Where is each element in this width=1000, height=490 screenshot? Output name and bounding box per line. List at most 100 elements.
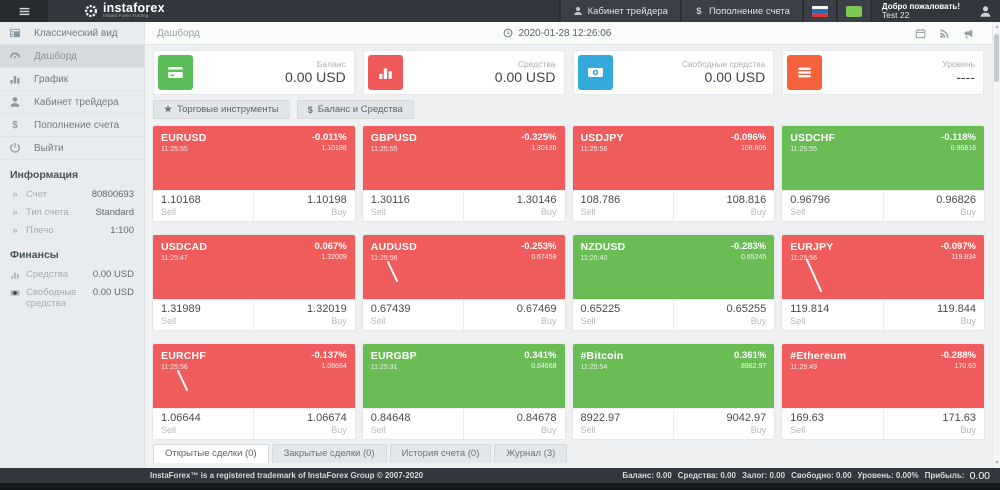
- buy-button[interactable]: 0.84678 Buy: [464, 409, 564, 439]
- sell-label: Sell: [370, 424, 386, 435]
- instrument-quote-header[interactable]: NZDUSD 11:25:40 -0.283% 0.65245: [572, 235, 775, 299]
- footer: InstaForex™ is a registered trademark of…: [0, 468, 1000, 490]
- scroll-up-arrow-icon[interactable]: ▲: [994, 24, 1000, 30]
- instrument-quote-header[interactable]: EURCHF 11:25:56 -0.137% 1.06664: [153, 344, 355, 408]
- sell-price: 0.67439: [370, 303, 411, 315]
- stat-label: Баланс: [316, 59, 346, 69]
- instrument-quote-header[interactable]: #Ethereum 11:25:49 -0.288% 170.63: [782, 344, 984, 408]
- sell-button[interactable]: 0.65225 Sell: [573, 300, 674, 330]
- instrument-quote-header[interactable]: EURGBP 11:25:31 0.341% 0.84668: [362, 344, 565, 408]
- instrument-symbol: USDCHF: [790, 132, 836, 144]
- instrument-symbol: GBPUSD: [370, 132, 417, 144]
- money-icon: [10, 288, 20, 298]
- trading-instruments-button[interactable]: ★ Торговые инструменты: [153, 100, 290, 119]
- sidebar-item-trader-cabinet[interactable]: Кабинет трейдера: [0, 91, 144, 114]
- sell-button[interactable]: 1.31989 Sell: [153, 300, 255, 330]
- instrument-symbol: #Ethereum: [790, 350, 847, 362]
- secondary-flag-button[interactable]: [835, 0, 870, 22]
- rss-icon[interactable]: [939, 28, 950, 39]
- buy-button[interactable]: 1.10198 Buy: [254, 191, 354, 221]
- header-menu-trader-cabinet[interactable]: Кабинет трейдера: [558, 0, 680, 22]
- sell-button[interactable]: 119.814 Sell: [782, 300, 884, 330]
- tab-closed-trades[interactable]: Закрытые сделки (0): [271, 444, 387, 463]
- instrument-symbol: EURUSD: [161, 132, 207, 144]
- sidebar-item-label: Выйти: [34, 142, 64, 154]
- sell-button[interactable]: 0.67439 Sell: [363, 300, 465, 330]
- sell-button[interactable]: 0.96796 Sell: [782, 191, 884, 221]
- buy-button[interactable]: 108.816 Buy: [674, 191, 774, 221]
- sidebar-item-dashboard[interactable]: Дашборд: [0, 45, 144, 68]
- announcement-icon[interactable]: [963, 28, 974, 39]
- sell-button[interactable]: 1.30116 Sell: [363, 191, 465, 221]
- instrument-quote-header[interactable]: GBPUSD 11:25:55 -0.325% 1.30136: [362, 126, 565, 190]
- buy-button[interactable]: 1.06674 Buy: [254, 409, 354, 439]
- menu-toggle-button[interactable]: [0, 0, 48, 22]
- scroll-down-arrow-icon[interactable]: ▼: [994, 460, 1000, 466]
- instrument-quote-header[interactable]: EURUSD 11:25:55 -0.011% 1.10188: [153, 126, 355, 190]
- instrument-tile-AUDUSD: AUDUSD 11:25:56 -0.253% 0.67459 0.67439 Sell 0…: [362, 235, 565, 330]
- instrument-tile-EURUSD: EURUSD 11:25:55 -0.011% 1.10188 1.10168 Sell 1…: [153, 126, 355, 221]
- last-price: 1.06664: [321, 363, 347, 370]
- sidebar-item-deposit[interactable]: $ Пополнение счета: [0, 114, 144, 137]
- sidebar-item-label: Дашборд: [34, 50, 77, 62]
- buy-label: Buy: [750, 315, 767, 326]
- calendar-icon[interactable]: [915, 28, 926, 39]
- brand-logo[interactable]: instaforex Instant Forex Trading: [84, 0, 165, 22]
- instrument-quote-header[interactable]: EURJPY 11:25:56 -0.097% 119.834: [782, 235, 984, 299]
- copyright-text: InstaForex™ is a registered trademark of…: [150, 471, 424, 480]
- instrument-quote-header[interactable]: USDCHF 11:25:55 -0.118% 0.96816: [782, 126, 984, 190]
- buy-button[interactable]: 119.844 Buy: [884, 300, 984, 330]
- bar-chart-icon: [9, 73, 21, 85]
- change-percent: -0.118%: [941, 132, 976, 143]
- quote-panel: 1.31989 Sell 1.32019 Buy: [153, 299, 355, 330]
- buy-button[interactable]: 9042.97 Buy: [674, 409, 774, 439]
- buy-button[interactable]: 0.96826 Buy: [884, 191, 984, 221]
- sidebar-item-classic-view[interactable]: Классический вид: [0, 22, 144, 45]
- tab-journal[interactable]: Журнал (3): [494, 444, 568, 463]
- sell-button[interactable]: 1.06644 Sell: [153, 409, 255, 439]
- finance-rows: Средства 0.00 USD Свободные средства 0.00 U…: [0, 266, 144, 314]
- sell-button[interactable]: 108.786 Sell: [573, 191, 674, 221]
- bar-chart-icon: [367, 55, 403, 90]
- instrument-quote-header[interactable]: AUDUSD 11:25:56 -0.253% 0.67459: [362, 235, 565, 299]
- buy-button[interactable]: 0.67469 Buy: [464, 300, 564, 330]
- instrument-tile-EURCHF: EURCHF 11:25:56 -0.137% 1.06664 1.06644 Sell 1…: [153, 344, 355, 439]
- balance-funds-button[interactable]: $ Баланс и Средства: [296, 100, 414, 119]
- sell-price: 1.10168: [161, 194, 201, 206]
- header-menu-deposit[interactable]: $ Пополнение счета: [679, 0, 802, 22]
- power-icon: [9, 142, 21, 154]
- sell-price: 169.63: [790, 412, 824, 424]
- instrument-tile-GBPUSD: GBPUSD 11:25:55 -0.325% 1.30136 1.30116 Sell 1…: [362, 126, 565, 221]
- sidebar-item-logout[interactable]: Выйти: [0, 137, 144, 160]
- finance-label: Свободные средства: [26, 286, 77, 310]
- quote-panel: 119.814 Sell 119.844 Buy: [782, 299, 984, 330]
- buy-button[interactable]: 171.63 Buy: [884, 409, 984, 439]
- buy-price: 0.96826: [936, 194, 976, 206]
- avatar-button[interactable]: [970, 0, 1000, 22]
- datetime-text: 2020-01-28 12:26:06: [518, 27, 612, 39]
- buy-button[interactable]: 1.32019 Buy: [254, 300, 354, 330]
- sell-button[interactable]: 8922.97 Sell: [573, 409, 674, 439]
- info-label: Счет: [26, 189, 48, 200]
- buy-label: Buy: [331, 315, 347, 326]
- sell-price: 1.31989: [161, 303, 201, 315]
- sidebar-item-chart[interactable]: График: [0, 68, 144, 91]
- buy-button[interactable]: 0.65255 Buy: [674, 300, 774, 330]
- brand-name: instaforex: [103, 0, 165, 15]
- instrument-quote-header[interactable]: USDJPY 11:25:56 -0.096% 108.806: [572, 126, 775, 190]
- tab-account-history[interactable]: История счета (0): [389, 444, 492, 463]
- vertical-scrollbar[interactable]: ▲ ▼: [992, 22, 1000, 468]
- sell-button[interactable]: 1.10168 Sell: [153, 191, 255, 221]
- instrument-tile-NZDUSD: NZDUSD 11:25:40 -0.283% 0.65245 0.65225 Sell 0…: [572, 235, 775, 330]
- scrollbar-thumb[interactable]: [994, 34, 999, 82]
- instrument-quote-header[interactable]: USDCAD 11:25:47 0.067% 1.32009: [153, 235, 355, 299]
- quote-panel: 8922.97 Sell 9042.97 Buy: [572, 408, 775, 439]
- quote-time: 11:25:55: [370, 146, 398, 153]
- language-flag-button[interactable]: [801, 0, 836, 22]
- sell-button[interactable]: 169.63 Sell: [782, 409, 884, 439]
- tab-open-trades[interactable]: Открытые сделки (0): [153, 444, 269, 463]
- buy-button[interactable]: 1.30146 Buy: [464, 191, 564, 221]
- sell-button[interactable]: 0.84648 Sell: [363, 409, 465, 439]
- instrument-quote-header[interactable]: #Bitcoin 11:25:54 0.361% 8982.97: [572, 344, 775, 408]
- buy-label: Buy: [540, 315, 557, 326]
